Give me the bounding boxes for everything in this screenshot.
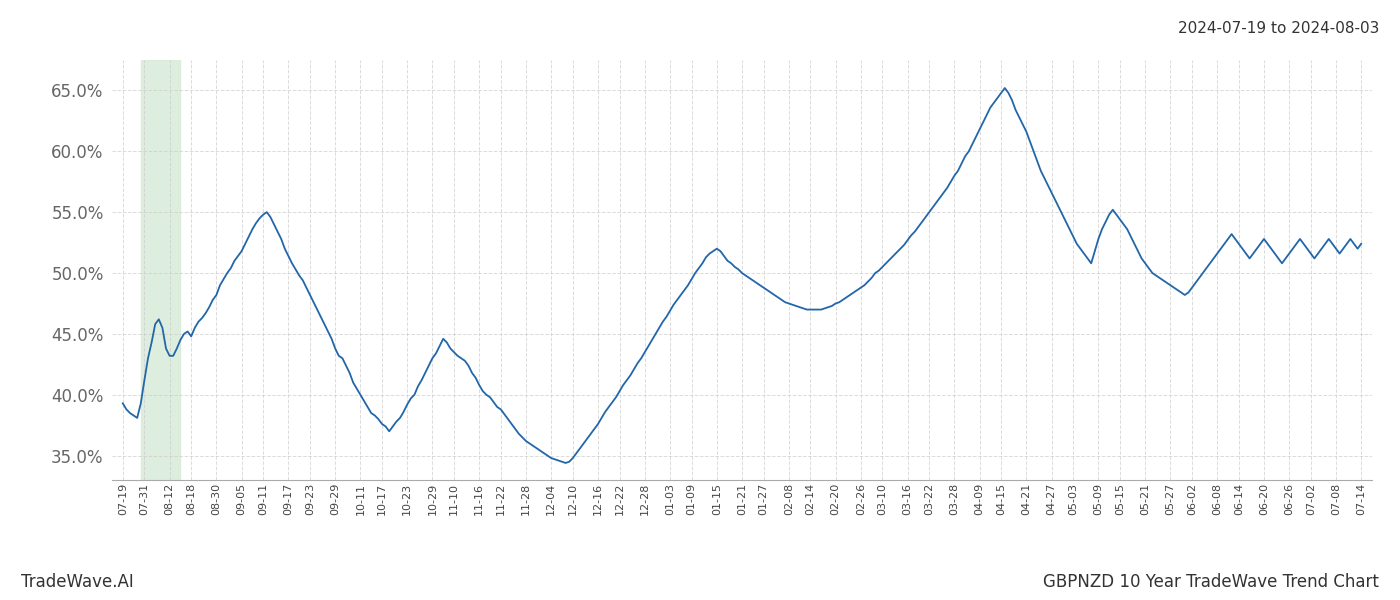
Bar xyxy=(141,60,181,480)
Text: GBPNZD 10 Year TradeWave Trend Chart: GBPNZD 10 Year TradeWave Trend Chart xyxy=(1043,573,1379,591)
Text: TradeWave.AI: TradeWave.AI xyxy=(21,573,134,591)
Text: 2024-07-19 to 2024-08-03: 2024-07-19 to 2024-08-03 xyxy=(1177,21,1379,36)
